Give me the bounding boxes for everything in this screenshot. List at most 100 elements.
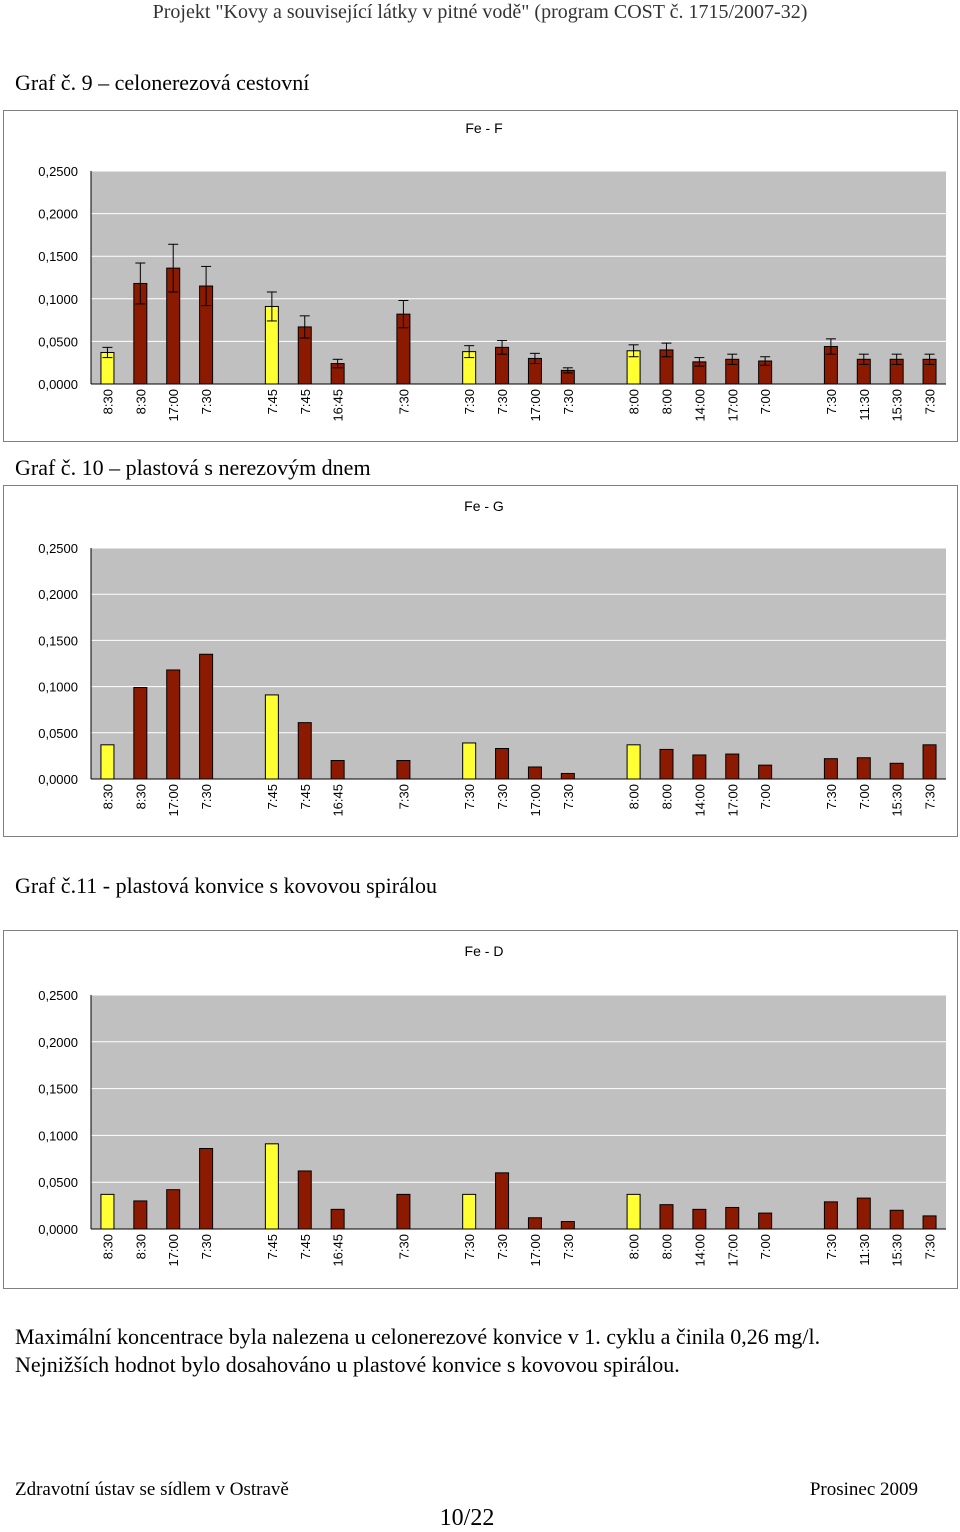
bar: [659, 748, 674, 780]
page-header: Projekt "Kovy a související látky v pitn…: [152, 1, 808, 23]
bar: [922, 744, 937, 780]
plot-area: [91, 171, 946, 384]
plot-area: [91, 995, 946, 1229]
plot-area: [91, 548, 946, 779]
bar: [100, 1193, 115, 1230]
bar: [527, 1217, 542, 1230]
x-tick-label: 17:00: [725, 389, 740, 422]
x-tick-label: 7:00: [857, 784, 872, 809]
bar: [330, 760, 345, 780]
x-tick-label: 7:30: [923, 389, 938, 414]
x-tick-label: 17:00: [725, 1234, 740, 1267]
chart-title: Fe - G: [464, 498, 504, 514]
x-tick-label: 7:30: [199, 784, 214, 809]
bar: [560, 772, 575, 780]
x-tick-label: 7:30: [462, 784, 477, 809]
x-tick-label: 17:00: [166, 784, 181, 817]
bar: [758, 764, 773, 780]
bar: [725, 753, 740, 780]
x-tick-label: 17:00: [528, 784, 543, 817]
bar: [527, 766, 542, 780]
y-tick-label: 0,2500: [38, 541, 78, 556]
x-tick-label: 14:00: [692, 389, 707, 422]
chart-fe-g-svg: Fe - G 0,2500 0,2000 0,1500 0,1000 0,0500 0,00…: [38, 498, 946, 817]
y-tick-label: 0,0000: [38, 377, 78, 392]
x-tick-label: 17:00: [725, 784, 740, 817]
footer-institution: Zdravotní ústav se sídlem v Ostravě: [15, 1479, 289, 1500]
chart-fe-g: Fe - G 0,2500 0,2000 0,1500 0,1000 0,0500 0,00…: [3, 485, 958, 837]
bar: [133, 1200, 148, 1230]
x-tick-label: 8:00: [627, 784, 642, 809]
bar: [462, 1193, 477, 1230]
y-tick-label: 0,1500: [38, 633, 78, 648]
x-tick-label: 7:30: [199, 389, 214, 414]
bar: [199, 653, 214, 780]
x-tick-label: 14:00: [692, 784, 707, 817]
y-tick-label: 0,0500: [38, 1175, 78, 1190]
bar: [396, 1193, 411, 1230]
page-number: 10/22: [439, 1505, 495, 1531]
bar: [166, 669, 181, 780]
chart-fe-d-svg: Fe - D 0,2500 0,2000 0,1500 0,1000 0,0500 0,00…: [38, 943, 946, 1267]
x-tick-label: 7:45: [298, 1234, 313, 1259]
x-tick-label: 7:30: [199, 1234, 214, 1259]
conclusion-text: Maximální koncentrace byla nalezena u ce…: [15, 1323, 955, 1379]
x-tick-label: 7:30: [495, 1234, 510, 1259]
bar: [692, 1208, 707, 1230]
chart-fe-f-svg: Fe - F 0,2500 0,2000 0,1500 0,1000 0,0500 0,00…: [38, 120, 946, 422]
x-tick-label: 17:00: [528, 389, 543, 422]
x-tick-label: 7:30: [561, 784, 576, 809]
y-tick-label: 0,0500: [38, 726, 78, 741]
x-tick-label: 16:45: [331, 1234, 346, 1267]
x-tick-label: 15:30: [890, 1234, 905, 1267]
bar: [495, 1172, 510, 1230]
x-tick-label: 7:45: [265, 784, 280, 809]
y-tick-label: 0,1000: [38, 680, 78, 695]
x-tick-label: 7:45: [298, 784, 313, 809]
conclusion-line-2: Nejnižších hodnot bylo dosahováno u plas…: [15, 1352, 680, 1377]
chart-fe-f: Fe - F 0,2500 0,2000 0,1500 0,1000 0,0500 0,00…: [3, 110, 958, 442]
bar: [330, 1208, 345, 1230]
bar: [462, 742, 477, 780]
x-tick-label: 7:30: [495, 784, 510, 809]
x-tick-label: 7:30: [923, 784, 938, 809]
x-tick-label: 7:30: [396, 1234, 411, 1259]
x-tick-label: 7:00: [758, 784, 773, 809]
x-tick-label: 8:00: [659, 389, 674, 414]
x-tick-label: 7:45: [265, 1234, 280, 1259]
x-tick-label: 7:30: [495, 389, 510, 414]
bar: [199, 1148, 214, 1230]
x-tick-label: 17:00: [166, 389, 181, 422]
bar: [659, 1204, 674, 1230]
x-tick-label: 16:45: [331, 784, 346, 817]
bar: [725, 1206, 740, 1230]
x-tick-label: 7:00: [758, 1234, 773, 1259]
x-tick-label: 8:00: [627, 389, 642, 414]
conclusion-line-1: Maximální koncentrace byla nalezena u ce…: [15, 1324, 821, 1349]
y-tick-label: 0,2000: [38, 207, 78, 222]
x-tick-label: 8:30: [100, 784, 115, 809]
graph-9-caption: Graf č. 9 – celonerezová cestovní: [15, 70, 310, 95]
x-tick-label: 7:30: [824, 389, 839, 414]
x-tick-label: 8:00: [659, 784, 674, 809]
y-tick-label: 0,1000: [38, 292, 78, 307]
footer-date: Prosinec 2009: [809, 1479, 918, 1500]
x-tick-label: 8:30: [133, 784, 148, 809]
bar: [626, 1193, 641, 1230]
x-tick-label: 14:00: [692, 1234, 707, 1267]
y-tick-label: 0,1500: [38, 249, 78, 264]
bar: [495, 748, 510, 780]
bar: [823, 758, 838, 780]
chart-title: Fe - D: [465, 943, 504, 959]
x-tick-label: 7:30: [462, 389, 477, 414]
chart-fe-d: Fe - D 0,2500 0,2000 0,1500 0,1000 0,0500 0,00…: [3, 930, 958, 1289]
x-tick-label: 7:30: [396, 784, 411, 809]
bar: [133, 687, 148, 780]
x-tick-label: 16:45: [331, 389, 346, 422]
x-tick-label: 7:30: [923, 1234, 938, 1259]
bar: [166, 1189, 181, 1230]
x-tick-label: 7:30: [561, 1234, 576, 1259]
bar: [823, 1201, 838, 1230]
x-tick-label: 7:30: [824, 1234, 839, 1259]
y-tick-label: 0,0500: [38, 334, 78, 349]
